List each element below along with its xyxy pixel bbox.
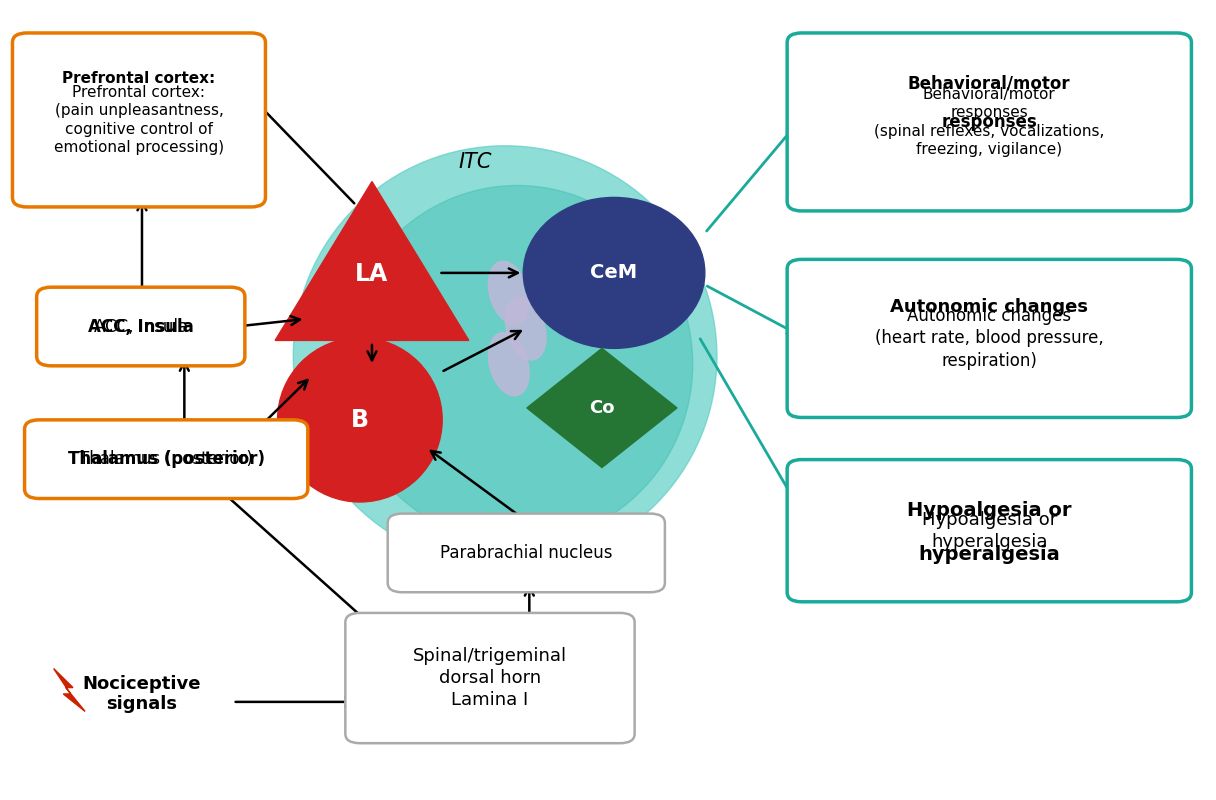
Polygon shape (54, 669, 85, 711)
Text: CeM: CeM (591, 263, 637, 282)
Text: ACC, Insula: ACC, Insula (94, 318, 187, 335)
Text: Thalamus (posterior): Thalamus (posterior) (68, 450, 265, 468)
FancyBboxPatch shape (787, 259, 1192, 418)
Text: Autonomic changes: Autonomic changes (890, 298, 1088, 316)
FancyBboxPatch shape (787, 33, 1192, 211)
Ellipse shape (489, 262, 529, 324)
FancyBboxPatch shape (36, 287, 244, 366)
Text: Hypoalgesia or: Hypoalgesia or (907, 502, 1071, 520)
Polygon shape (527, 348, 677, 467)
Text: Behavioral/motor
responses
(spinal reflexes, vocalizations,
freezing, vigilance): Behavioral/motor responses (spinal refle… (874, 86, 1104, 158)
Text: B: B (351, 408, 368, 432)
Text: LA: LA (355, 262, 389, 286)
Text: Hypoalgesia or
hyperalgesia: Hypoalgesia or hyperalgesia (922, 510, 1057, 550)
FancyBboxPatch shape (388, 514, 665, 592)
FancyBboxPatch shape (12, 33, 265, 207)
Ellipse shape (506, 297, 546, 360)
Text: Parabrachial nucleus: Parabrachial nucleus (440, 544, 613, 562)
Text: ITC: ITC (458, 152, 491, 172)
Text: Autonomic changes
(heart rate, blood pressure,
respiration): Autonomic changes (heart rate, blood pre… (876, 307, 1104, 370)
FancyBboxPatch shape (345, 613, 635, 743)
Text: Spinal/trigeminal
dorsal horn
Lamina I: Spinal/trigeminal dorsal horn Lamina I (413, 647, 567, 710)
FancyBboxPatch shape (24, 420, 308, 498)
Ellipse shape (342, 186, 693, 543)
Ellipse shape (523, 198, 705, 348)
Text: Nociceptive
signals: Nociceptive signals (83, 674, 201, 714)
Ellipse shape (293, 146, 717, 567)
Text: hyperalgesia: hyperalgesia (918, 545, 1060, 564)
Text: Prefrontal cortex:: Prefrontal cortex: (62, 70, 215, 86)
Text: ACC, Insula: ACC, Insula (88, 318, 193, 335)
Polygon shape (275, 182, 469, 341)
Ellipse shape (489, 333, 529, 396)
Text: Behavioral/motor: Behavioral/motor (908, 75, 1070, 93)
Text: Co: Co (590, 399, 615, 417)
Text: Prefrontal cortex:
(pain unpleasantness,
cognitive control of
emotional processi: Prefrontal cortex: (pain unpleasantness,… (54, 85, 224, 155)
Text: responses: responses (941, 113, 1037, 131)
Ellipse shape (277, 338, 443, 502)
FancyBboxPatch shape (787, 459, 1192, 602)
Text: Thalamus (posterior): Thalamus (posterior) (79, 450, 253, 468)
